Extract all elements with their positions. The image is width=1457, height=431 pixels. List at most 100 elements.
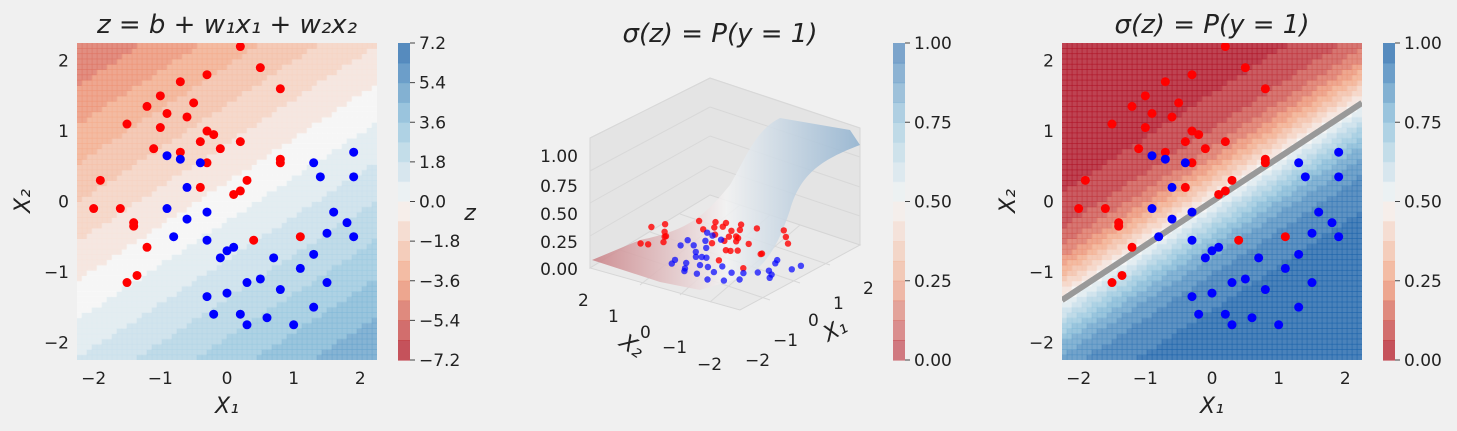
contour-cell xyxy=(137,53,143,59)
contour-cell xyxy=(227,259,233,265)
contour-cell xyxy=(242,228,248,234)
contour-cell xyxy=(1147,191,1153,197)
contour-cell xyxy=(167,312,173,318)
contour-cell xyxy=(1132,333,1138,339)
contour-cell xyxy=(157,170,163,176)
contour-cell xyxy=(1072,302,1078,308)
contour-cell xyxy=(1092,206,1098,212)
contour-cell xyxy=(1082,64,1088,70)
contour-cell xyxy=(307,228,313,234)
contour-cell xyxy=(247,191,253,197)
contour-cell xyxy=(297,154,303,160)
contour-cell xyxy=(272,180,278,186)
contour-cell xyxy=(1102,249,1108,255)
contour-cell xyxy=(277,180,283,186)
contour-cell xyxy=(1132,170,1138,176)
contour-cell xyxy=(97,317,103,323)
colorbar-segment xyxy=(398,320,410,340)
red-point xyxy=(123,120,132,129)
contour-cell xyxy=(122,317,128,323)
contour-cell xyxy=(112,307,118,313)
contour-cell xyxy=(142,159,148,165)
red-point xyxy=(116,204,125,213)
contour-cell xyxy=(232,101,238,107)
contour-cell xyxy=(222,302,228,308)
contour-cell xyxy=(172,53,178,59)
contour-cell xyxy=(262,170,268,176)
contour-cell xyxy=(102,170,108,176)
contour-cell xyxy=(1112,201,1118,207)
contour-cell xyxy=(232,339,238,345)
contour-cell xyxy=(1117,133,1123,139)
contour-cell xyxy=(1077,138,1083,144)
contour-cell xyxy=(1102,175,1108,181)
contour-cell xyxy=(337,80,343,86)
contour-cell xyxy=(112,265,118,271)
contour-cell xyxy=(312,339,318,345)
contour-cell xyxy=(1097,196,1103,202)
blue-point xyxy=(694,271,700,277)
red-point xyxy=(176,77,185,86)
contour-cell xyxy=(132,354,138,360)
blue-point xyxy=(236,310,245,319)
contour-cell xyxy=(1137,296,1143,302)
contour-cell xyxy=(282,270,288,276)
contour-cell xyxy=(277,122,283,128)
contour-cell xyxy=(152,323,158,329)
contour-cell xyxy=(102,133,108,139)
contour-cell xyxy=(1087,233,1093,239)
contour-cell xyxy=(292,196,298,202)
contour-cell xyxy=(207,175,213,181)
contour-cell xyxy=(1147,259,1153,265)
contour-cell xyxy=(212,291,218,297)
contour-cell xyxy=(1142,138,1148,144)
contour-cell xyxy=(117,143,123,149)
contour-cell xyxy=(162,249,168,255)
contour-cell xyxy=(97,69,103,75)
contour-cell xyxy=(1117,85,1123,91)
contour-cell xyxy=(1087,291,1093,297)
red-point xyxy=(133,271,142,280)
contour-cell xyxy=(1107,175,1113,181)
contour-cell xyxy=(192,170,198,176)
contour-cell xyxy=(222,59,228,65)
contour-cell xyxy=(1117,175,1123,181)
contour-cell xyxy=(192,312,198,318)
contour-cell xyxy=(122,323,128,329)
contour-cell xyxy=(1147,185,1153,191)
contour-cell xyxy=(237,175,243,181)
contour-cell xyxy=(347,138,353,144)
contour-cell xyxy=(1117,111,1123,117)
contour-cell xyxy=(202,344,208,350)
contour-cell xyxy=(192,217,198,223)
contour-cell xyxy=(372,307,378,313)
contour-cell xyxy=(322,90,328,96)
contour-cell xyxy=(167,243,173,249)
contour-cell xyxy=(1087,148,1093,154)
contour-cell xyxy=(1062,354,1068,360)
contour-cell xyxy=(172,280,178,286)
contour-cell xyxy=(307,106,313,112)
contour-cell xyxy=(262,48,268,54)
contour-cell xyxy=(117,302,123,308)
contour-cell xyxy=(1122,206,1128,212)
contour-cell xyxy=(347,48,353,54)
contour-cell xyxy=(247,333,253,339)
contour-cell xyxy=(1117,344,1123,350)
colorbar-segment xyxy=(398,202,410,222)
contour-cell xyxy=(177,280,183,286)
contour-cell xyxy=(1067,148,1073,154)
blue-point xyxy=(767,275,773,281)
contour-cell xyxy=(347,185,353,191)
contour-cell xyxy=(172,275,178,281)
contour-cell xyxy=(307,323,313,329)
colorbar-segment xyxy=(893,63,905,83)
contour-cell xyxy=(252,185,258,191)
contour-cell xyxy=(247,259,253,265)
contour-cell xyxy=(367,191,373,197)
contour-cell xyxy=(1097,344,1103,350)
contour-cell xyxy=(282,69,288,75)
contour-cell xyxy=(262,323,268,329)
contour-cell xyxy=(1147,138,1153,144)
contour-cell xyxy=(1152,323,1158,329)
